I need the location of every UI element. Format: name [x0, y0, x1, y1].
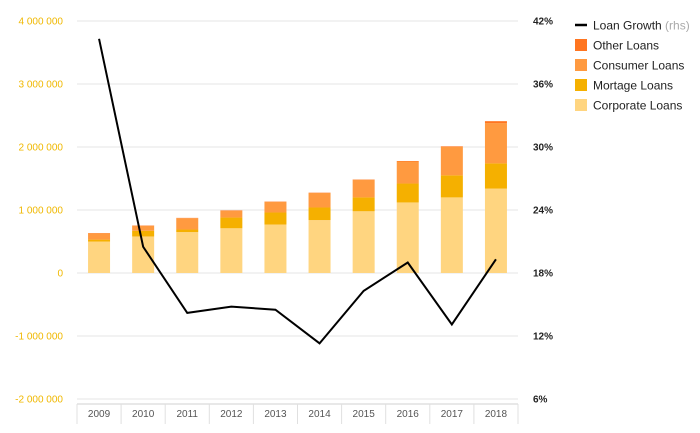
y-right-tick-label: 36% [533, 80, 553, 91]
bar-segment-mortage-loans [308, 207, 331, 221]
bar-segment-corporate-loans [484, 188, 507, 273]
x-tick-label: 2013 [264, 409, 287, 420]
y-right-tick-label: 42% [533, 17, 553, 28]
bars [88, 121, 507, 273]
y-right-tick-label: 30% [533, 143, 553, 154]
x-tick-label: 2018 [485, 409, 508, 420]
y-left-tick-label: 2 000 000 [19, 143, 64, 154]
legend-label-mortage-loans: Mortage Loans [593, 79, 673, 93]
bar-segment-consumer-loans [132, 225, 155, 231]
legend-label-corporate-loans: Corporate Loans [593, 99, 682, 113]
legend-swatch-mortage-loans [575, 79, 587, 91]
bar-segment-mortage-loans [352, 197, 375, 212]
legend-swatch-corporate-loans [575, 99, 587, 111]
bar-segment-corporate-loans [220, 228, 243, 273]
bar-segment-other-loans [396, 160, 419, 162]
legend-label-other-loans: Other Loans [593, 39, 659, 53]
x-tick-label: 2017 [441, 409, 464, 420]
bar-segment-consumer-loans [220, 210, 243, 218]
bar-segment-mortage-loans [440, 175, 463, 198]
bar-segment-mortage-loans [484, 163, 507, 189]
bar-segment-consumer-loans [352, 179, 375, 198]
bar-segment-consumer-loans [484, 123, 507, 164]
x-tick-label: 2014 [308, 409, 331, 420]
bar-segment-consumer-loans [264, 201, 287, 213]
legend-label-consumer-loans: Consumer Loans [593, 59, 684, 73]
bar-segment-mortage-loans [176, 229, 199, 233]
bar-segment-mortage-loans [220, 217, 243, 229]
bar-segment-consumer-loans [88, 233, 111, 240]
x-tick-label: 2011 [176, 409, 198, 420]
y-right-tick-label: 12% [533, 332, 553, 343]
bar-segment-consumer-loans [396, 161, 419, 184]
y-left-tick-label: -2 000 000 [15, 395, 63, 406]
bar-segment-corporate-loans [264, 224, 287, 273]
axes: 4 000 000 3 000 000 2 000 000 1 000 000 0 -1 … [15, 17, 553, 424]
x-tick-label: 2009 [88, 409, 111, 420]
legend-swatch-other-loans [575, 39, 587, 51]
x-tick-label: 2016 [397, 409, 420, 420]
bar-segment-corporate-loans [308, 220, 331, 273]
bar-segment-mortage-loans [396, 183, 419, 203]
bar-segment-mortage-loans [132, 230, 155, 237]
bar-segment-mortage-loans [88, 239, 111, 242]
y-right-tick-label: 6% [533, 395, 548, 406]
y-left-tick-label: 1 000 000 [19, 206, 64, 217]
x-tick-label: 2015 [353, 409, 376, 420]
x-tick-label: 2010 [132, 409, 155, 420]
bar-segment-corporate-loans [352, 211, 375, 273]
loan-growth-line-layer [98, 38, 497, 345]
bar-segment-corporate-loans [88, 241, 111, 273]
y-left-tick-label: 3 000 000 [19, 80, 64, 91]
y-left-tick-label: 4 000 000 [19, 17, 64, 28]
y-left-tick-label: 0 [57, 269, 63, 280]
loan-growth-line [98, 38, 497, 345]
bar-segment-other-loans [484, 121, 507, 124]
bar-segment-consumer-loans [440, 147, 463, 176]
y-right-tick-label: 24% [533, 206, 553, 217]
bar-segment-consumer-loans [308, 192, 331, 208]
legend-label-loan-growth: Loan Growth (rhs) [593, 19, 690, 33]
bar-segment-corporate-loans [396, 202, 419, 273]
legend-suffix: (rhs) [662, 19, 690, 33]
bar-segment-consumer-loans [176, 218, 199, 230]
bar-segment-mortage-loans [264, 212, 287, 225]
y-right-tick-label: 18% [533, 269, 553, 280]
bar-segment-corporate-loans [440, 197, 463, 273]
bar-segment-corporate-loans [176, 232, 199, 273]
legend-swatch-consumer-loans [575, 59, 587, 71]
y-left-tick-label: -1 000 000 [15, 332, 63, 343]
bar-segment-other-loans [440, 146, 463, 147]
x-tick-label: 2012 [220, 409, 243, 420]
legend: Loan Growth (rhs) Other Loans Consumer Loa… [575, 19, 690, 113]
bar-segment-corporate-loans [132, 236, 155, 273]
